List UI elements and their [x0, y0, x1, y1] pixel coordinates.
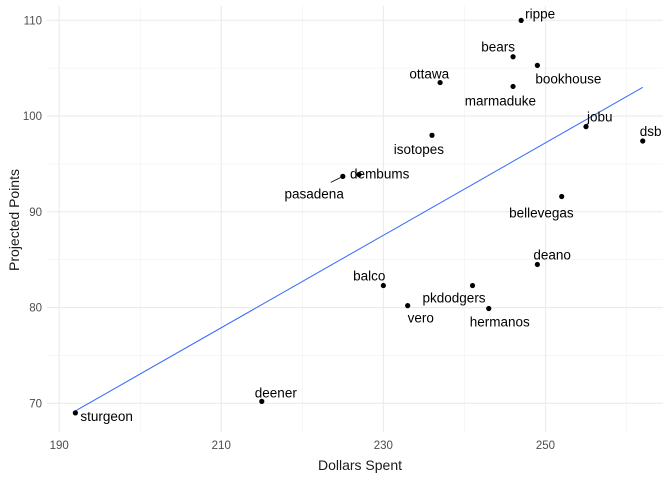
point-label-dembums: dembums — [350, 166, 410, 181]
point-label-pkdodgers: pkdodgers — [423, 291, 486, 306]
data-point-bellevegas — [559, 193, 565, 200]
point-label-ottawa: ottawa — [409, 67, 449, 82]
x-axis-ticks: 190 210 230 250 — [50, 440, 556, 452]
data-point-jobu — [583, 124, 589, 130]
data-point-dsb — [640, 138, 646, 144]
trend-line — [75, 86, 643, 412]
point-label-pasadena: pasadena — [285, 186, 345, 201]
point-label-deano: deano — [533, 247, 571, 262]
data-point-deano — [534, 261, 540, 268]
data-point-bears — [510, 54, 516, 60]
point-label-jobu: jobu — [586, 110, 613, 125]
label-leader-pasadena — [330, 176, 344, 183]
data-point-vero — [405, 303, 411, 309]
x-tick-label: 250 — [536, 440, 555, 452]
point-label-deener: deener — [255, 385, 298, 400]
point-label-dsb: dsb — [640, 124, 662, 139]
point-label-sturgeon: sturgeon — [80, 409, 133, 424]
x-axis-title: Dollars Spent — [318, 457, 402, 473]
x-tick-label: 210 — [212, 440, 231, 452]
data-point-marmaduke — [510, 83, 516, 90]
y-tick-label: 110 — [24, 15, 42, 27]
data-point-dembums — [356, 171, 362, 178]
point-label-hermanos: hermanos — [470, 315, 530, 330]
data-point-sturgeon — [72, 410, 78, 416]
point-label-bookhouse: bookhouse — [535, 71, 601, 86]
point-labels-group: rippe bears bookhouse ottawa marmaduke jobu ds… — [80, 6, 661, 423]
point-label-marmaduke: marmaduke — [465, 93, 536, 108]
point-label-isotopes: isotopes — [394, 142, 445, 157]
points-group — [72, 17, 646, 416]
data-point-pkdodgers — [469, 282, 476, 289]
data-point-deener — [259, 398, 265, 404]
data-point-ottawa — [437, 79, 443, 86]
y-tick-label: 80 — [29, 303, 42, 315]
data-point-balco — [380, 282, 386, 289]
data-point-hermanos — [486, 305, 492, 312]
y-tick-label: 70 — [29, 398, 42, 410]
y-tick-label: 90 — [29, 207, 42, 219]
point-label-rippe: rippe — [525, 6, 555, 21]
point-label-vero: vero — [408, 311, 434, 326]
data-point-rippe — [518, 17, 524, 23]
y-axis-ticks: 70 80 90 100 110 — [23, 15, 42, 410]
x-tick-label: 190 — [50, 440, 69, 452]
data-point-isotopes — [429, 132, 435, 138]
data-point-bookhouse — [534, 62, 540, 68]
point-label-balco: balco — [353, 269, 385, 284]
grid — [47, 6, 663, 432]
point-label-bellevegas: bellevegas — [509, 206, 574, 221]
y-tick-label: 100 — [23, 111, 42, 123]
y-axis-title: Projected Points — [6, 169, 22, 271]
point-label-bears: bears — [481, 40, 515, 55]
x-tick-label: 230 — [374, 440, 393, 452]
trend-line-group — [75, 86, 643, 412]
